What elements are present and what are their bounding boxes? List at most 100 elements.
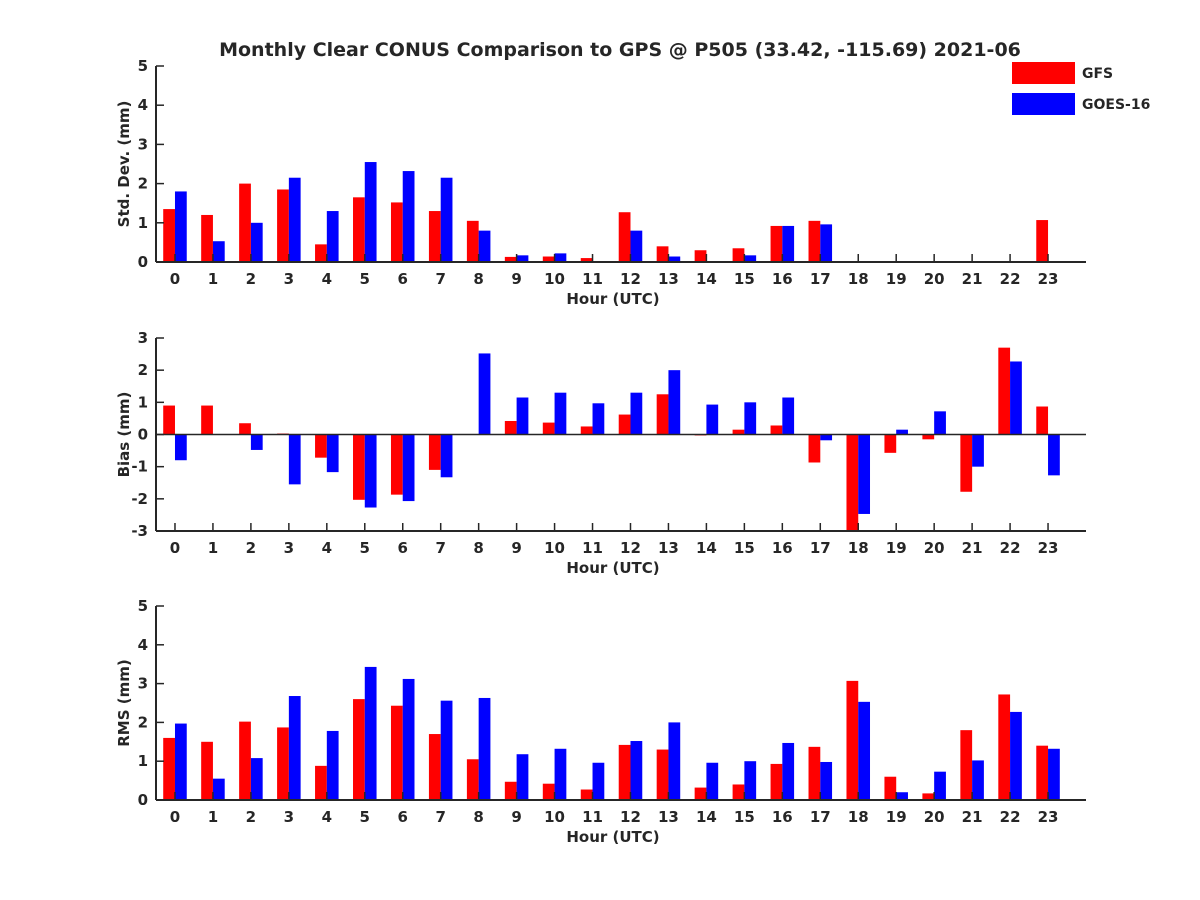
x-tick-label: 13 — [658, 270, 679, 288]
x-tick-label: 18 — [848, 808, 869, 826]
bar-goes-16-17 — [820, 761, 833, 800]
bar-gfs-23 — [1036, 745, 1049, 800]
bar-gfs-10 — [542, 422, 555, 435]
bar-gfs-19 — [884, 776, 897, 800]
bar-gfs-18 — [846, 680, 859, 800]
chart-title: Monthly Clear CONUS Comparison to GPS @ … — [219, 39, 1021, 61]
x-tick-label: 7 — [435, 270, 445, 288]
bar-goes-16-18 — [858, 701, 871, 800]
series-gfs — [163, 680, 1049, 800]
bar-gfs-13 — [656, 394, 669, 435]
bar-gfs-0 — [163, 405, 175, 435]
series-gfs — [163, 347, 1049, 531]
x-tick-label: 21 — [962, 808, 983, 826]
bar-goes-16-13 — [668, 256, 681, 262]
x-tick-label: 18 — [848, 539, 869, 557]
y-tick-label: 0 — [138, 426, 148, 444]
x-tick-label: 19 — [886, 539, 907, 557]
y-axis-label: Std. Dev. (mm) — [115, 101, 133, 228]
y-tick-label: 3 — [138, 329, 148, 347]
x-tick-label: 5 — [360, 808, 370, 826]
x-tick-label: 7 — [435, 539, 445, 557]
bar-gfs-12 — [618, 414, 631, 435]
x-tick-label: 11 — [582, 270, 603, 288]
bar-goes-16-0 — [174, 191, 187, 262]
x-tick-label: 13 — [658, 539, 679, 557]
x-tick-label: 10 — [544, 808, 565, 826]
bar-goes-16-7 — [440, 700, 453, 800]
bar-gfs-4 — [315, 244, 327, 262]
bar-gfs-10 — [542, 783, 555, 800]
x-axis-label: Hour (UTC) — [566, 559, 659, 577]
bar-goes-16-14 — [706, 762, 719, 800]
x-tick-label: 4 — [322, 808, 332, 826]
y-tick-label: -2 — [131, 490, 148, 508]
bar-gfs-14 — [694, 787, 707, 800]
bar-gfs-12 — [618, 744, 631, 800]
x-tick-label: 1 — [208, 270, 218, 288]
x-tick-label: 8 — [473, 539, 483, 557]
x-tick-label: 10 — [544, 270, 565, 288]
bar-gfs-13 — [656, 749, 669, 800]
bar-gfs-13 — [656, 246, 669, 262]
bar-goes-16-19 — [896, 792, 908, 800]
y-tick-label: 5 — [138, 597, 148, 615]
bar-goes-16-12 — [630, 741, 643, 800]
x-tick-label: 18 — [848, 270, 869, 288]
bar-goes-16-8 — [478, 230, 491, 262]
y-axis-label: RMS (mm) — [115, 659, 133, 746]
x-tick-label: 3 — [284, 270, 294, 288]
x-tick-label: 21 — [962, 270, 983, 288]
x-tick-label: 15 — [734, 539, 755, 557]
bar-goes-16-1 — [212, 241, 225, 262]
bar-gfs-11 — [580, 258, 593, 262]
bar-goes-16-15 — [744, 255, 757, 262]
x-tick-label: 14 — [696, 270, 717, 288]
x-tick-label: 1 — [208, 808, 218, 826]
bar-gfs-17 — [808, 434, 821, 463]
bar-gfs-3 — [277, 727, 289, 800]
bar-gfs-23 — [1036, 406, 1049, 435]
bar-gfs-17 — [808, 220, 821, 262]
bar-gfs-3 — [277, 189, 289, 262]
bar-gfs-7 — [428, 434, 441, 470]
bar-gfs-7 — [428, 211, 441, 262]
bar-goes-16-4 — [326, 434, 339, 473]
bar-goes-16-12 — [630, 230, 643, 262]
bar-goes-16-9 — [516, 397, 529, 435]
bar-gfs-2 — [239, 183, 251, 262]
bar-goes-16-23 — [1048, 748, 1060, 800]
x-axis-label: Hour (UTC) — [566, 828, 659, 846]
bar-goes-16-3 — [288, 696, 301, 800]
bar-gfs-6 — [390, 434, 403, 495]
x-tick-label: 19 — [886, 808, 907, 826]
bar-goes-16-10 — [554, 748, 567, 800]
y-tick-label: 2 — [138, 713, 148, 731]
bar-gfs-15 — [732, 429, 745, 435]
bar-goes-16-10 — [554, 253, 567, 262]
bar-goes-16-16 — [782, 397, 795, 435]
y-tick-label: 1 — [138, 214, 148, 232]
bar-goes-16-8 — [478, 353, 491, 435]
x-tick-label: 1 — [208, 539, 218, 557]
bar-gfs-5 — [353, 197, 365, 262]
y-tick-label: 0 — [138, 791, 148, 809]
x-tick-label: 6 — [398, 270, 408, 288]
y-tick-label: -1 — [131, 458, 148, 476]
x-tick-label: 21 — [962, 539, 983, 557]
bar-gfs-9 — [504, 781, 517, 800]
bar-goes-16-5 — [364, 666, 377, 800]
legend-swatch-goes-16 — [1012, 93, 1075, 115]
x-tick-label: 17 — [810, 808, 831, 826]
x-tick-label: 14 — [696, 539, 717, 557]
bar-gfs-6 — [390, 705, 403, 800]
x-tick-label: 15 — [734, 808, 755, 826]
x-tick-label: 3 — [284, 808, 294, 826]
bar-goes-16-2 — [250, 758, 263, 800]
x-axis-label: Hour (UTC) — [566, 290, 659, 308]
y-tick-label: 3 — [138, 675, 148, 693]
x-tick-label: 17 — [810, 539, 831, 557]
bar-goes-16-8 — [478, 697, 491, 800]
